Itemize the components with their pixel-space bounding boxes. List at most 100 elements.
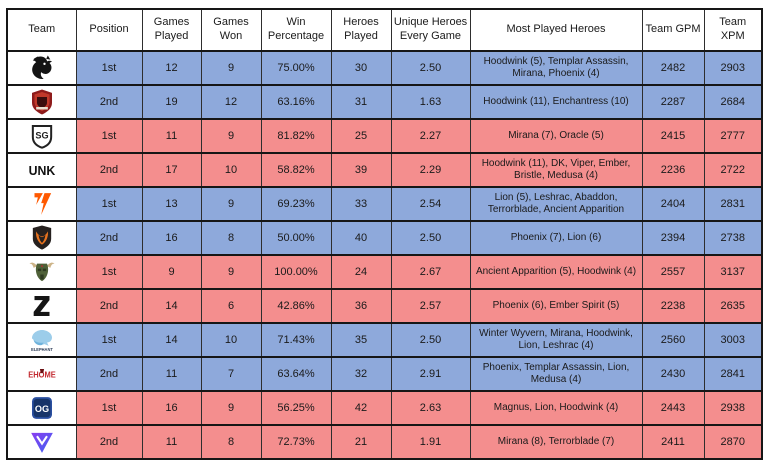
heroes-played-cell: 40 bbox=[330, 220, 392, 256]
column-header-win-percentage: Win Percentage bbox=[260, 8, 332, 52]
tnc-predator-logo bbox=[26, 222, 58, 254]
win-percentage-cell: 72.73% bbox=[260, 424, 332, 460]
games-played-cell: 11 bbox=[141, 356, 202, 392]
win-percentage-cell: 100.00% bbox=[260, 254, 332, 290]
unique-heroes-cell: 2.27 bbox=[390, 118, 471, 154]
unique-heroes-cell: 2.67 bbox=[390, 254, 471, 290]
team-xpm-cell: 2684 bbox=[703, 84, 763, 120]
column-header-games-played: Games Played bbox=[141, 8, 202, 52]
table-row: 2nd 11 8 72.73% 21 1.91 Mirana (8), Terr… bbox=[6, 424, 763, 460]
position-cell: 2nd bbox=[75, 152, 143, 188]
team-gpm-cell: 2560 bbox=[641, 322, 705, 358]
column-header-team-gpm: Team GPM bbox=[641, 8, 705, 52]
most-played-heroes-cell: Lion (5), Leshrac, Abaddon, Terrorblade,… bbox=[469, 186, 643, 222]
team-gpm-cell: 2404 bbox=[641, 186, 705, 222]
team-logo-cell bbox=[6, 118, 77, 154]
team-xpm-cell: 3003 bbox=[703, 322, 763, 358]
team-logo-cell bbox=[6, 356, 77, 392]
heroes-played-cell: 31 bbox=[330, 84, 392, 120]
team-logo-cell bbox=[6, 84, 77, 120]
games-won-cell: 9 bbox=[200, 390, 262, 426]
team-xpm-cell: 2841 bbox=[703, 356, 763, 392]
unique-heroes-cell: 2.54 bbox=[390, 186, 471, 222]
team-gpm-cell: 2238 bbox=[641, 288, 705, 324]
team-xpm-cell: 2903 bbox=[703, 50, 763, 86]
games-won-cell: 12 bbox=[200, 84, 262, 120]
games-played-cell: 11 bbox=[141, 118, 202, 154]
ehome-logo bbox=[26, 358, 58, 390]
win-percentage-cell: 69.23% bbox=[260, 186, 332, 222]
position-cell: 1st bbox=[75, 118, 143, 154]
team-gpm-cell: 2236 bbox=[641, 152, 705, 188]
team-logo-cell bbox=[6, 50, 77, 86]
table-row: 2nd 16 8 50.00% 40 2.50 Phoenix (7), Lio… bbox=[6, 220, 763, 256]
games-played-cell: 9 bbox=[141, 254, 202, 290]
og-logo bbox=[26, 392, 58, 424]
team-xpm-cell: 2870 bbox=[703, 424, 763, 460]
most-played-heroes-cell: Hoodwink (5), Templar Assassin, Mirana, … bbox=[469, 50, 643, 86]
unique-heroes-cell: 1.91 bbox=[390, 424, 471, 460]
column-header-position: Position bbox=[75, 8, 143, 52]
position-cell: 1st bbox=[75, 322, 143, 358]
games-won-cell: 9 bbox=[200, 186, 262, 222]
table-row: 1st 13 9 69.23% 33 2.54 Lion (5), Leshra… bbox=[6, 186, 763, 222]
team-logo-cell bbox=[6, 152, 77, 188]
games-won-cell: 8 bbox=[200, 220, 262, 256]
column-header-team: Team bbox=[6, 8, 77, 52]
unique-heroes-cell: 2.91 bbox=[390, 356, 471, 392]
games-won-cell: 9 bbox=[200, 118, 262, 154]
column-header-team-xpm: Team XPM bbox=[703, 8, 763, 52]
team-logo-cell bbox=[6, 186, 77, 222]
team-xpm-cell: 2635 bbox=[703, 288, 763, 324]
team-gpm-cell: 2415 bbox=[641, 118, 705, 154]
team-xpm-cell: 2722 bbox=[703, 152, 763, 188]
most-played-heroes-cell: Ancient Apparition (5), Hoodwink (4) bbox=[469, 254, 643, 290]
games-played-cell: 13 bbox=[141, 186, 202, 222]
unique-heroes-cell: 2.50 bbox=[390, 322, 471, 358]
unique-heroes-cell: 2.63 bbox=[390, 390, 471, 426]
team-gpm-cell: 2287 bbox=[641, 84, 705, 120]
win-percentage-cell: 75.00% bbox=[260, 50, 332, 86]
most-played-heroes-cell: Mirana (7), Oracle (5) bbox=[469, 118, 643, 154]
heroes-played-cell: 42 bbox=[330, 390, 392, 426]
table-row: 2nd 17 10 58.82% 39 2.29 Hoodwink (11), … bbox=[6, 152, 763, 188]
unique-heroes-cell: 1.63 bbox=[390, 84, 471, 120]
four-zoomers-logo bbox=[26, 290, 58, 322]
win-percentage-cell: 42.86% bbox=[260, 288, 332, 324]
heroes-played-cell: 33 bbox=[330, 186, 392, 222]
team-logo-cell bbox=[6, 288, 77, 324]
team-xpm-cell: 3137 bbox=[703, 254, 763, 290]
team-gpm-cell: 2557 bbox=[641, 254, 705, 290]
team-gpm-cell: 2411 bbox=[641, 424, 705, 460]
most-played-heroes-cell: Phoenix (6), Ember Spirit (5) bbox=[469, 288, 643, 324]
team-xpm-cell: 2938 bbox=[703, 390, 763, 426]
table-row: 1st 14 10 71.43% 35 2.50 Winter Wyvern, … bbox=[6, 322, 763, 358]
win-percentage-cell: 58.82% bbox=[260, 152, 332, 188]
games-played-cell: 19 bbox=[141, 84, 202, 120]
team-undying-logo bbox=[26, 256, 58, 288]
heroes-played-cell: 35 bbox=[330, 322, 392, 358]
position-cell: 2nd bbox=[75, 220, 143, 256]
heroes-played-cell: 24 bbox=[330, 254, 392, 290]
header-row: Team Position Games Played Games Won Win… bbox=[6, 8, 763, 52]
position-cell: 1st bbox=[75, 186, 143, 222]
team-logo-cell bbox=[6, 220, 77, 256]
team-spirit-logo bbox=[26, 52, 58, 84]
table-row: 2nd 11 7 63.64% 32 2.91 Phoenix, Templar… bbox=[6, 356, 763, 392]
win-percentage-cell: 50.00% bbox=[260, 220, 332, 256]
team-gpm-cell: 2482 bbox=[641, 50, 705, 86]
win-percentage-cell: 81.82% bbox=[260, 118, 332, 154]
column-header-heroes-played: Heroes Played bbox=[330, 8, 392, 52]
team-gpm-cell: 2394 bbox=[641, 220, 705, 256]
heroes-played-cell: 25 bbox=[330, 118, 392, 154]
games-played-cell: 16 bbox=[141, 220, 202, 256]
column-header-most-played-heroes: Most Played Heroes bbox=[469, 8, 643, 52]
position-cell: 2nd bbox=[75, 84, 143, 120]
table-row: 1st 16 9 56.25% 42 2.63 Magnus, Lion, Ho… bbox=[6, 390, 763, 426]
team-logo-cell bbox=[6, 424, 77, 460]
position-cell: 1st bbox=[75, 50, 143, 86]
table-row: 1st 12 9 75.00% 30 2.50 Hoodwink (5), Te… bbox=[6, 50, 763, 86]
team-logo-cell bbox=[6, 322, 77, 358]
position-cell: 2nd bbox=[75, 424, 143, 460]
team-gpm-cell: 2430 bbox=[641, 356, 705, 392]
